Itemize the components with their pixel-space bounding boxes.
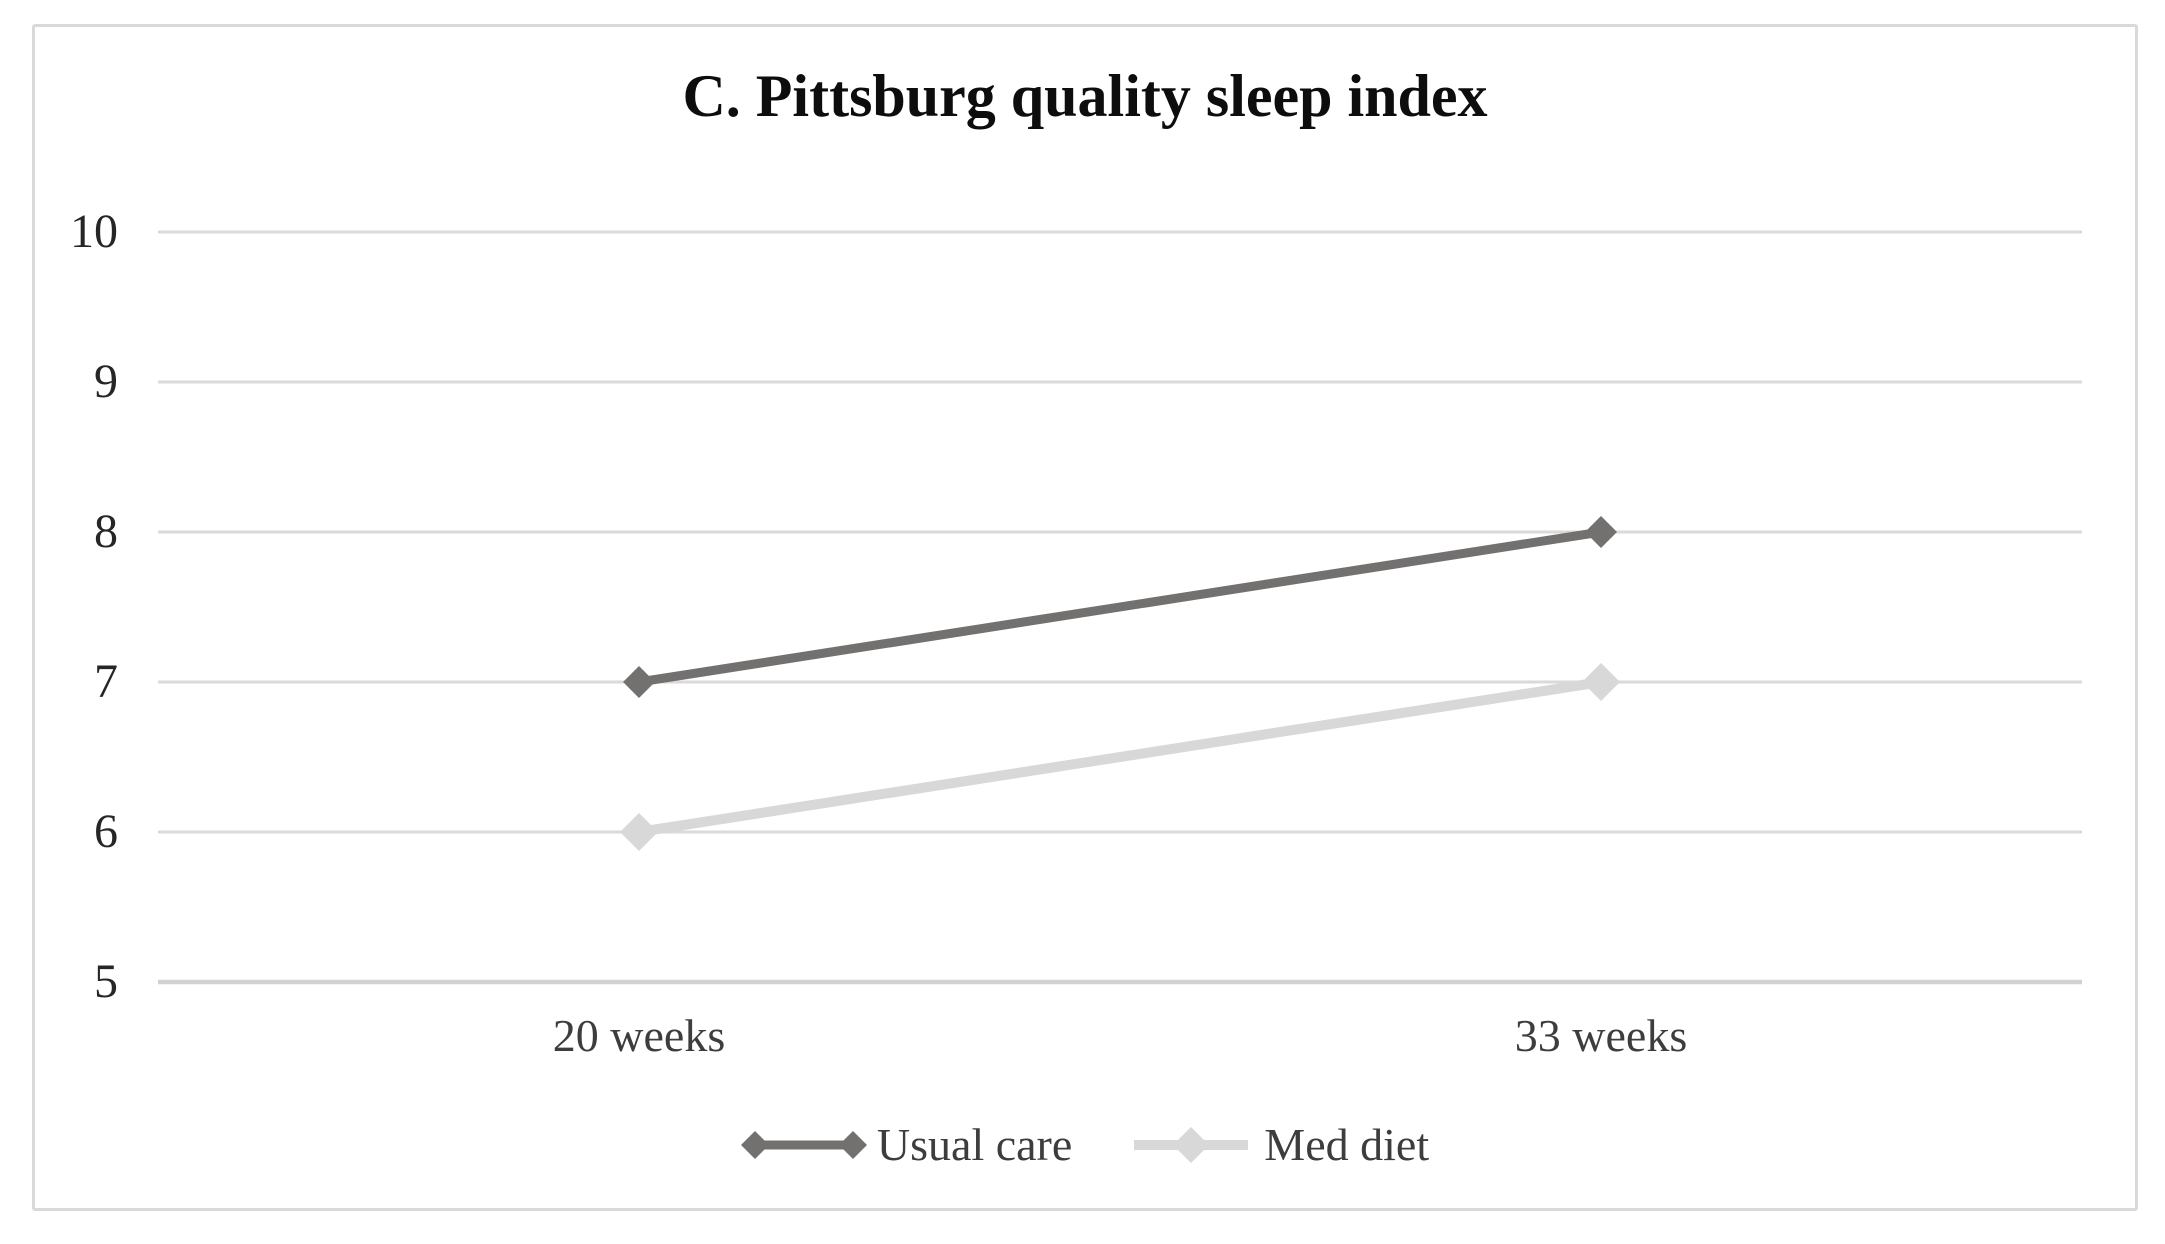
x-axis-tick-label: 33 weeks: [1514, 1010, 1688, 1061]
legend-item-usual-care: Usual care: [740, 1118, 1073, 1171]
series-med-diet-marker: [620, 813, 658, 851]
series-usual-care-line: [634, 527, 1606, 687]
legend-item-med-diet: Med diet: [1128, 1118, 1429, 1171]
legend-line-usual-care-icon: [740, 1130, 867, 1159]
series-usual-care-marker: [1585, 516, 1617, 548]
series-med-diet: [620, 663, 1620, 851]
y-axis-tick-label: 10: [70, 205, 118, 258]
x-axis-tick-label: 20 weeks: [552, 1010, 726, 1061]
series-med-diet-line: [634, 677, 1606, 837]
legend-sample-marker: [838, 1130, 867, 1159]
chart-frame: [32, 24, 2138, 1211]
legend-line-med-diet-icon: [1134, 1126, 1249, 1163]
legend-sample-marker: [1173, 1126, 1210, 1163]
y-axis-tick-label: 9: [94, 355, 118, 408]
y-axis-tick-label: 5: [94, 955, 118, 1008]
legend-label-med-diet: Med diet: [1264, 1119, 1430, 1170]
y-axis-tick-label: 8: [94, 505, 118, 558]
y-axis-tick-label: 7: [94, 655, 118, 708]
chart-title: C. Pittsburg quality sleep index: [682, 63, 1488, 129]
series-usual-care: [623, 516, 1617, 698]
legend-sample-marker: [740, 1130, 769, 1159]
legend: Usual care Med diet: [32, 1118, 2138, 1171]
series-med-diet-marker: [1582, 663, 1620, 701]
y-axis-tick-label: 6: [94, 805, 118, 858]
series-usual-care-marker: [623, 666, 655, 698]
legend-label-usual-care: Usual care: [876, 1119, 1073, 1170]
